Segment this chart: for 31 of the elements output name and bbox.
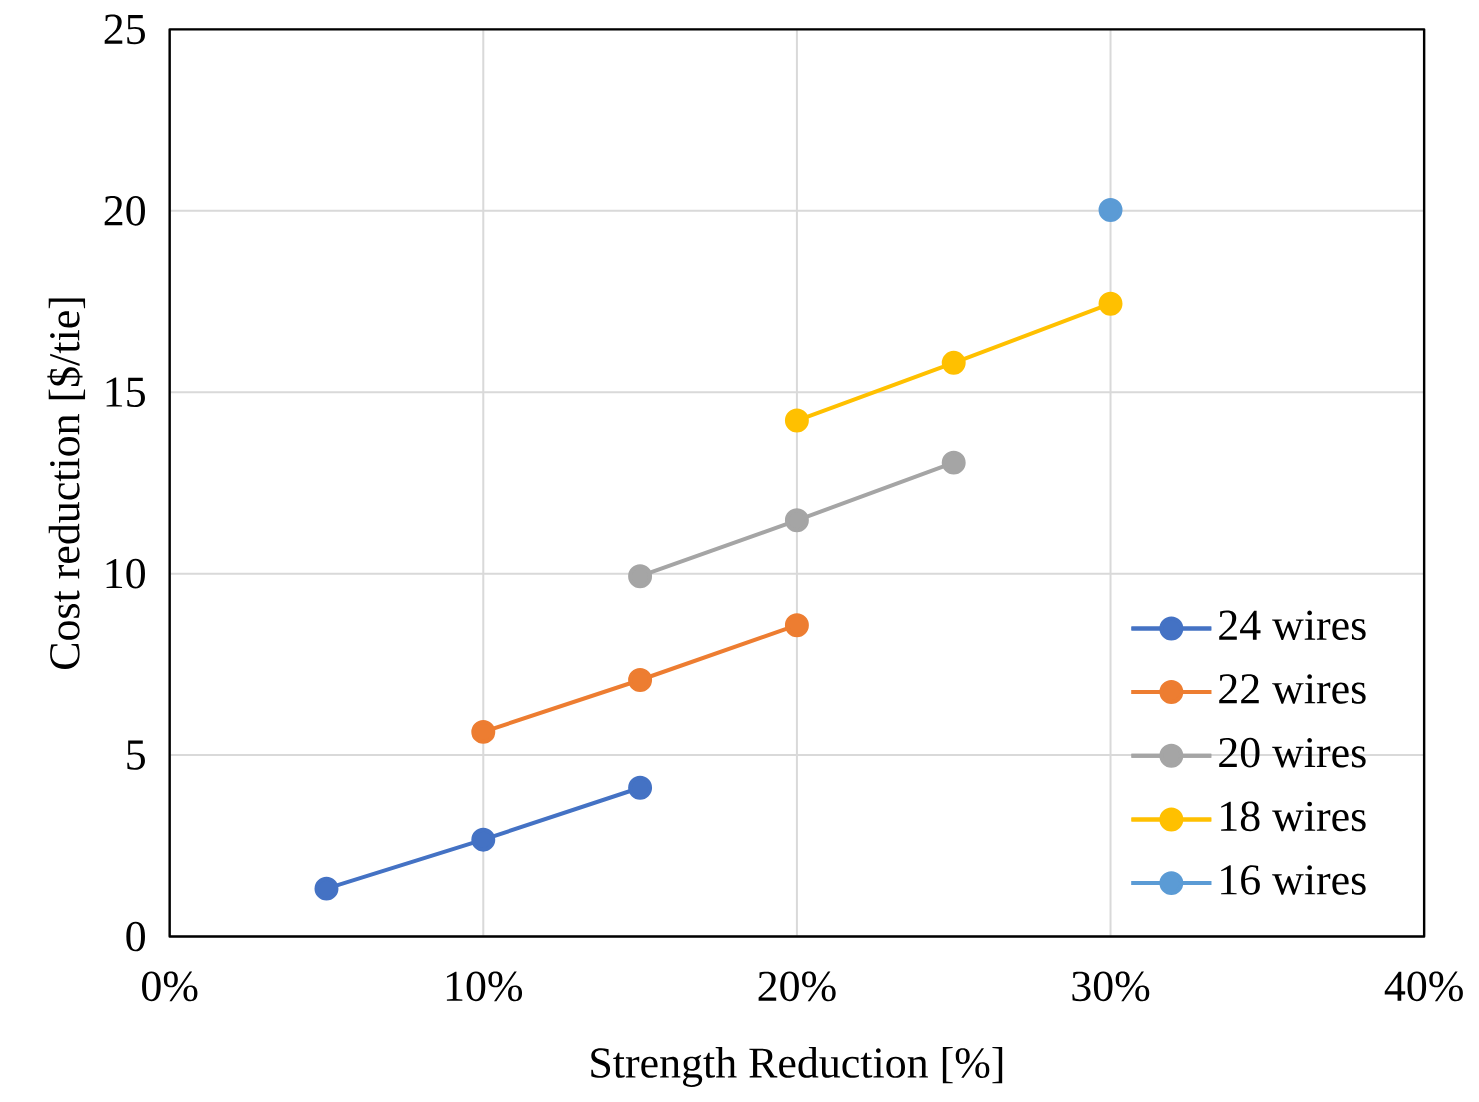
- x-tick-label: 40%: [1384, 971, 1463, 1002]
- legend-label: 20 wires: [1219, 738, 1366, 768]
- point: [471, 720, 496, 745]
- point: [784, 508, 809, 533]
- point: [628, 776, 653, 800]
- x-tick-label: 30%: [1072, 971, 1150, 1002]
- x-axis-title: Strength Reduction [%]: [591, 1047, 1003, 1088]
- y-tick-label: 20: [104, 196, 145, 226]
- y-tick-label: 0: [126, 921, 145, 952]
- y-tick-label: 15: [106, 377, 145, 408]
- point: [628, 564, 653, 589]
- y-tick-label: 10: [106, 559, 145, 589]
- x-tick-label: 0%: [142, 971, 198, 1002]
- legend-label: 24 wires: [1219, 610, 1366, 641]
- point: [1098, 198, 1123, 223]
- point: [1098, 291, 1123, 316]
- x-tick-label: 20%: [758, 971, 836, 1002]
- point: [941, 450, 966, 475]
- legend-label: 22 wires: [1219, 674, 1366, 704]
- y-tick-label: 25: [104, 14, 145, 45]
- point: [628, 668, 653, 693]
- point: [471, 827, 496, 852]
- y-axis-title: Cost reduction [$/tie]: [47, 298, 86, 670]
- point: [784, 613, 809, 638]
- point: [784, 408, 809, 433]
- y-tick-label: 5: [127, 740, 145, 770]
- point: [314, 876, 339, 901]
- point: [941, 351, 966, 376]
- legend-label: 16 wires: [1221, 865, 1366, 896]
- x-tick-label: 10%: [446, 971, 523, 1002]
- legend-label: 18 wires: [1221, 801, 1366, 832]
